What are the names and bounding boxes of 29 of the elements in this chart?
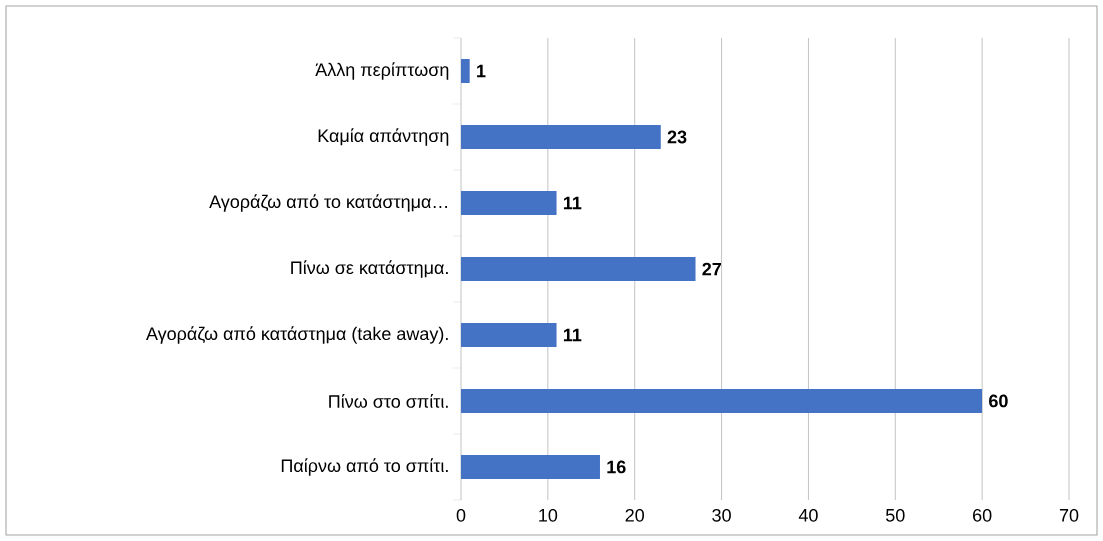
bar bbox=[461, 388, 983, 413]
x-tick-label: 50 bbox=[885, 508, 905, 522]
x-tick-label: 40 bbox=[798, 508, 818, 522]
y-tick-label: Παίρνω από το σπίτι. bbox=[281, 458, 448, 476]
data-label: 60 bbox=[989, 394, 1008, 408]
data-label: 11 bbox=[563, 196, 582, 210]
y-tick-label: Πίνω στο σπίτι. bbox=[329, 394, 448, 408]
bar bbox=[461, 59, 470, 83]
bar bbox=[461, 322, 557, 347]
x-tick-label: 20 bbox=[625, 508, 645, 522]
y-tick-label: Καμία απάντηση bbox=[318, 128, 449, 146]
x-tick-label: 0 bbox=[456, 508, 466, 522]
x-tick-label: 30 bbox=[712, 508, 731, 522]
x-tick-label: 10 bbox=[539, 508, 558, 522]
y-tick-label: Άλλη περίπτωση bbox=[315, 62, 449, 80]
bar bbox=[461, 125, 661, 149]
data-label: 16 bbox=[607, 460, 626, 474]
y-tick-label: Πίνω σε κατάστημα. bbox=[291, 260, 448, 278]
x-tick-label: 60 bbox=[973, 508, 992, 522]
data-label: 1 bbox=[477, 64, 486, 78]
x-tick-label: 70 bbox=[1059, 508, 1079, 522]
bar bbox=[461, 191, 557, 215]
bar bbox=[461, 454, 600, 479]
data-label: 27 bbox=[702, 262, 722, 276]
y-tick-label: Αγοράζω από το κατάστημα… bbox=[209, 194, 447, 212]
bar bbox=[461, 256, 696, 281]
y-tick-label: Αγοράζω από κατάστημα (take away). bbox=[146, 326, 448, 344]
data-label: 11 bbox=[563, 328, 582, 342]
data-label: 23 bbox=[667, 130, 687, 144]
